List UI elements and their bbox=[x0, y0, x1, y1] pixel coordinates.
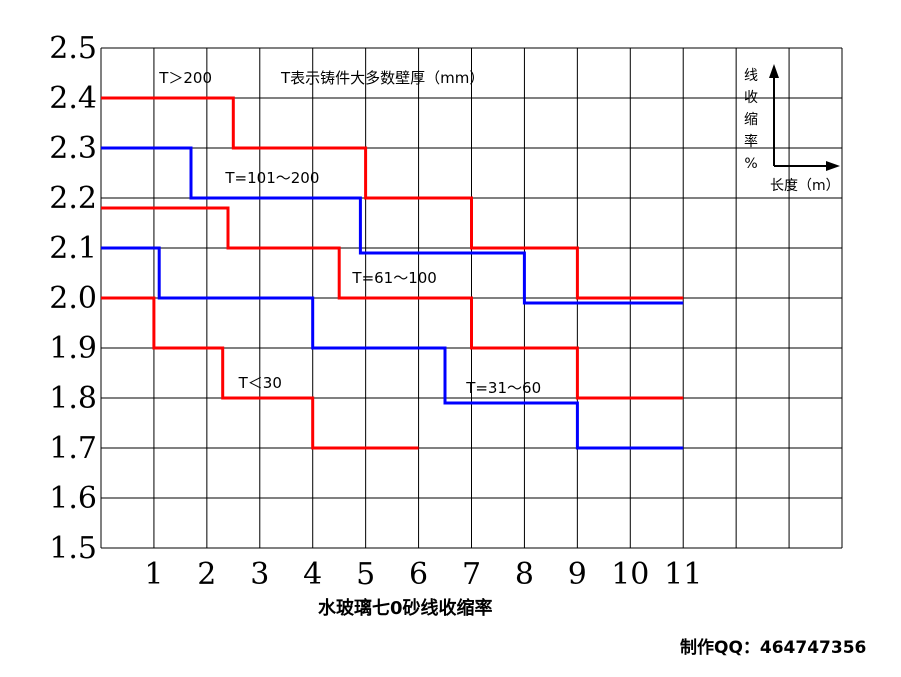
inset-x-arrow-head bbox=[826, 161, 840, 171]
x-tick-label: 3 bbox=[250, 557, 269, 592]
y-tick-label: 1.8 bbox=[49, 381, 97, 416]
y-tick-label: 2.1 bbox=[49, 231, 97, 266]
x-tick-label: 4 bbox=[303, 557, 322, 592]
inset-xlabel: 长度（m） bbox=[770, 178, 840, 194]
annotation-label: T表示铸件大多数壁厚（mm） bbox=[280, 69, 484, 87]
inset-y-arrow-head bbox=[769, 64, 779, 78]
series-line-1 bbox=[101, 96, 684, 300]
annotation-label: T=101～200 bbox=[224, 169, 319, 187]
y-tick-label: 2.0 bbox=[49, 281, 97, 316]
inset-ylabel-char: 收 bbox=[744, 90, 758, 106]
y-tick-labels: 1.5 1.6 1.7 1.8 1.9 2.0 2.1 2.2 2.3 2.4 2.5 bbox=[49, 31, 97, 566]
y-tick-label: 2.3 bbox=[49, 131, 97, 166]
x-tick-label: 5 bbox=[356, 557, 375, 592]
x-tick-label: 2 bbox=[197, 557, 216, 592]
x-tick-label: 9 bbox=[568, 557, 587, 592]
x-tick-label: 11 bbox=[664, 557, 702, 592]
x-tick-labels: 1 2 3 4 5 6 7 8 9 10 11 bbox=[144, 557, 702, 592]
inset-ylabel-char: 率 bbox=[744, 133, 758, 150]
series-line-2 bbox=[101, 146, 684, 305]
x-axis-title: 水玻璃七0砂线收缩率 bbox=[318, 597, 493, 619]
annotation-label: T＞200 bbox=[158, 69, 212, 87]
series-line-3 bbox=[101, 206, 684, 400]
x-tick-label: 7 bbox=[462, 557, 481, 592]
credit-text: 制作QQ：464747356 bbox=[680, 637, 866, 658]
y-tick-label: 1.9 bbox=[49, 331, 97, 366]
inset-ylabel: 线收缩率% bbox=[744, 68, 758, 172]
y-tick-label: 2.5 bbox=[49, 31, 97, 66]
data-series bbox=[101, 96, 684, 450]
x-tick-label: 1 bbox=[144, 557, 163, 592]
x-tick-label: 8 bbox=[515, 557, 534, 592]
y-tick-label: 1.7 bbox=[49, 431, 97, 466]
y-tick-label: 2.4 bbox=[49, 81, 97, 116]
inset-ylabel-char: % bbox=[744, 156, 757, 172]
annotations: T＞200 T表示铸件大多数壁厚（mm） T=101～200 T=61～100 T＜30… bbox=[158, 69, 541, 397]
annotation-label: T＜30 bbox=[238, 374, 282, 392]
inset-ylabel-char: 缩 bbox=[744, 112, 758, 128]
inset-ylabel-char: 线 bbox=[744, 68, 758, 84]
series-line-5 bbox=[101, 296, 419, 450]
annotation-label: T=31～60 bbox=[465, 379, 541, 397]
series-line-4 bbox=[101, 246, 684, 450]
annotation-label: T=61～100 bbox=[351, 269, 436, 287]
x-tick-label: 10 bbox=[611, 557, 649, 592]
y-tick-label: 1.6 bbox=[49, 481, 97, 516]
y-tick-label: 1.5 bbox=[49, 531, 97, 566]
inset-axis-key: 线收缩率% 长度（m） bbox=[744, 64, 840, 194]
x-tick-label: 6 bbox=[409, 557, 428, 592]
y-tick-label: 2.2 bbox=[49, 181, 97, 216]
